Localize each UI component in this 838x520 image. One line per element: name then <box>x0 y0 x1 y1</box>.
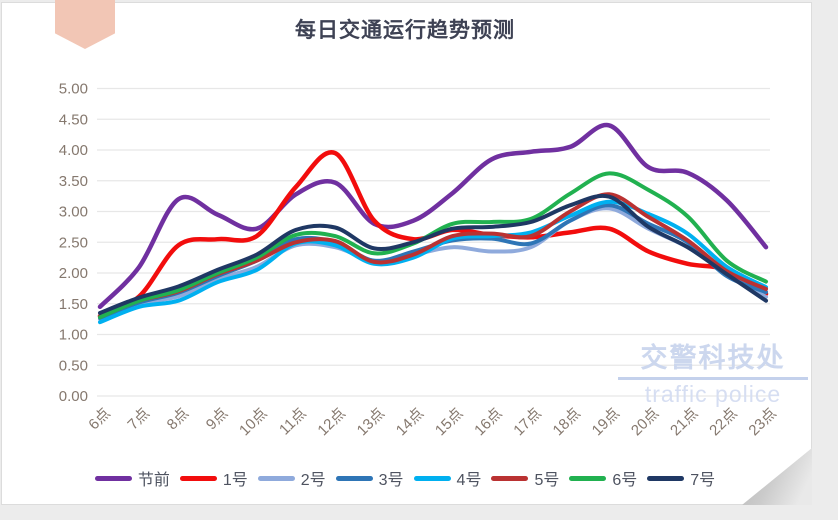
x-tick-label: 19点 <box>589 405 623 439</box>
series-line-7号 <box>98 193 768 315</box>
legend-item-2号: 2号 <box>257 466 326 490</box>
y-tick-label: 2.00 <box>59 265 88 282</box>
y-tick-label: 0.00 <box>59 388 88 405</box>
legend-swatch-3号 <box>335 475 373 481</box>
y-axis-labels: 0.00 0.50 1.00 1.50 2.00 2.50 3.00 3.50 4.00 4.50… <box>59 81 88 406</box>
x-tick-label: 17点 <box>510 405 544 439</box>
y-tick-label: 4.50 <box>59 111 88 128</box>
legend-item-7号: 7号 <box>647 466 715 490</box>
x-axis-labels: 6点 7点 8点 9点 10点 11点 12点 13点 14点 15点 16点 17点 18点 19点 20… <box>85 405 780 439</box>
y-tick-label: 1.50 <box>59 296 88 313</box>
series-line-节前 <box>97 122 769 310</box>
x-tick-label: 21点 <box>667 405 701 439</box>
x-tick-label: 9点 <box>203 405 232 434</box>
gridlines <box>97 87 770 397</box>
legend-swatch-1号 <box>179 475 217 481</box>
x-tick-label: 15点 <box>432 405 466 439</box>
y-tick-label: 5.00 <box>59 81 88 98</box>
legend-item-5号: 5号 <box>491 466 559 490</box>
x-tick-label: 12点 <box>314 405 348 439</box>
x-tick-label: 16点 <box>471 405 505 439</box>
legend-item-节前: 节前 <box>94 466 170 490</box>
y-tick-label: 3.00 <box>59 204 88 221</box>
legend-label: 2号 <box>300 472 326 489</box>
y-tick-label: 3.50 <box>59 173 88 190</box>
legend-swatch-节前 <box>94 475 132 481</box>
legend-item-1号: 1号 <box>179 466 248 490</box>
legend-label: 1号 <box>222 472 248 489</box>
chart-title: 每日交通运行趋势预测 <box>295 19 515 42</box>
x-tick-label: 11点 <box>276 405 310 439</box>
x-tick-label: 10点 <box>236 405 270 439</box>
series-lines <box>97 122 769 325</box>
legend-swatch-6号 <box>569 475 607 481</box>
x-tick-label: 14点 <box>393 405 427 439</box>
series-line-4号 <box>98 199 768 325</box>
legend-swatch-5号 <box>491 475 529 481</box>
legend-item-6号: 6号 <box>569 466 637 490</box>
series-line-5号 <box>98 192 768 319</box>
x-tick-label: 23点 <box>745 405 779 439</box>
x-tick-label: 18点 <box>550 405 584 439</box>
legend-swatch-4号 <box>413 475 451 481</box>
x-tick-label: 20点 <box>628 405 662 439</box>
x-tick-label: 7点 <box>124 405 153 434</box>
y-tick-label: 2.50 <box>59 234 88 251</box>
y-tick-label: 0.50 <box>59 357 88 374</box>
chart-legend: 节前 1号 2号 3号 4号 5号 6号 7号 <box>0 466 810 490</box>
y-tick-label: 4.00 <box>59 142 88 159</box>
x-tick-label: 13点 <box>354 405 388 439</box>
legend-item-3号: 3号 <box>335 466 404 490</box>
legend-label: 3号 <box>378 472 404 489</box>
legend-label: 6号 <box>612 472 638 489</box>
y-tick-label: 1.00 <box>59 327 88 344</box>
x-tick-label: 8点 <box>164 405 193 434</box>
legend-swatch-7号 <box>647 475 685 481</box>
legend-item-4号: 4号 <box>413 466 482 490</box>
legend-label: 5号 <box>534 472 560 489</box>
legend-label: 节前 <box>137 472 170 489</box>
legend-swatch-2号 <box>257 475 295 481</box>
legend-label: 7号 <box>690 472 716 489</box>
legend-label: 4号 <box>456 472 482 489</box>
x-tick-label: 6点 <box>85 405 114 434</box>
x-tick-label: 22点 <box>706 405 740 439</box>
